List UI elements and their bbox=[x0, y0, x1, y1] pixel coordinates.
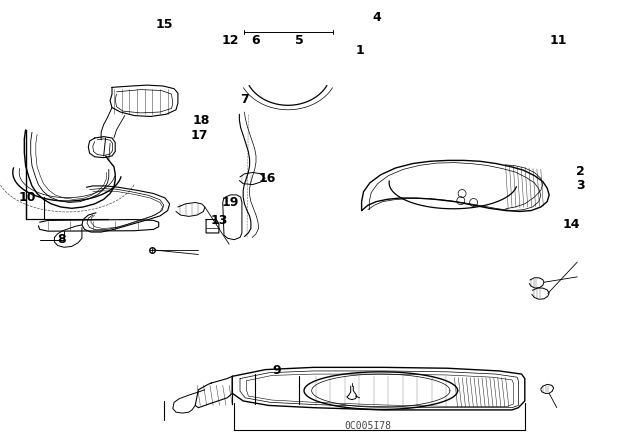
Text: 2: 2 bbox=[576, 164, 585, 178]
Text: 5: 5 bbox=[294, 34, 303, 47]
Text: 12: 12 bbox=[221, 34, 239, 47]
Text: 8: 8 bbox=[57, 233, 66, 246]
Text: 13: 13 bbox=[210, 214, 228, 227]
Text: 11: 11 bbox=[549, 34, 567, 47]
Text: 1: 1 bbox=[355, 43, 364, 57]
Text: 9: 9 bbox=[272, 364, 281, 378]
Text: 10: 10 bbox=[18, 190, 36, 204]
Text: 4: 4 bbox=[372, 10, 381, 24]
Text: 17: 17 bbox=[191, 129, 209, 142]
Text: 7: 7 bbox=[240, 93, 249, 106]
Text: 3: 3 bbox=[576, 179, 585, 193]
Text: 19: 19 bbox=[221, 196, 239, 209]
Text: 14: 14 bbox=[562, 217, 580, 231]
Text: 16: 16 bbox=[259, 172, 276, 185]
Text: 18: 18 bbox=[193, 113, 211, 127]
Text: 6: 6 bbox=[252, 34, 260, 47]
Text: 15: 15 bbox=[155, 18, 173, 31]
Text: 0C005I78: 0C005I78 bbox=[344, 422, 392, 431]
